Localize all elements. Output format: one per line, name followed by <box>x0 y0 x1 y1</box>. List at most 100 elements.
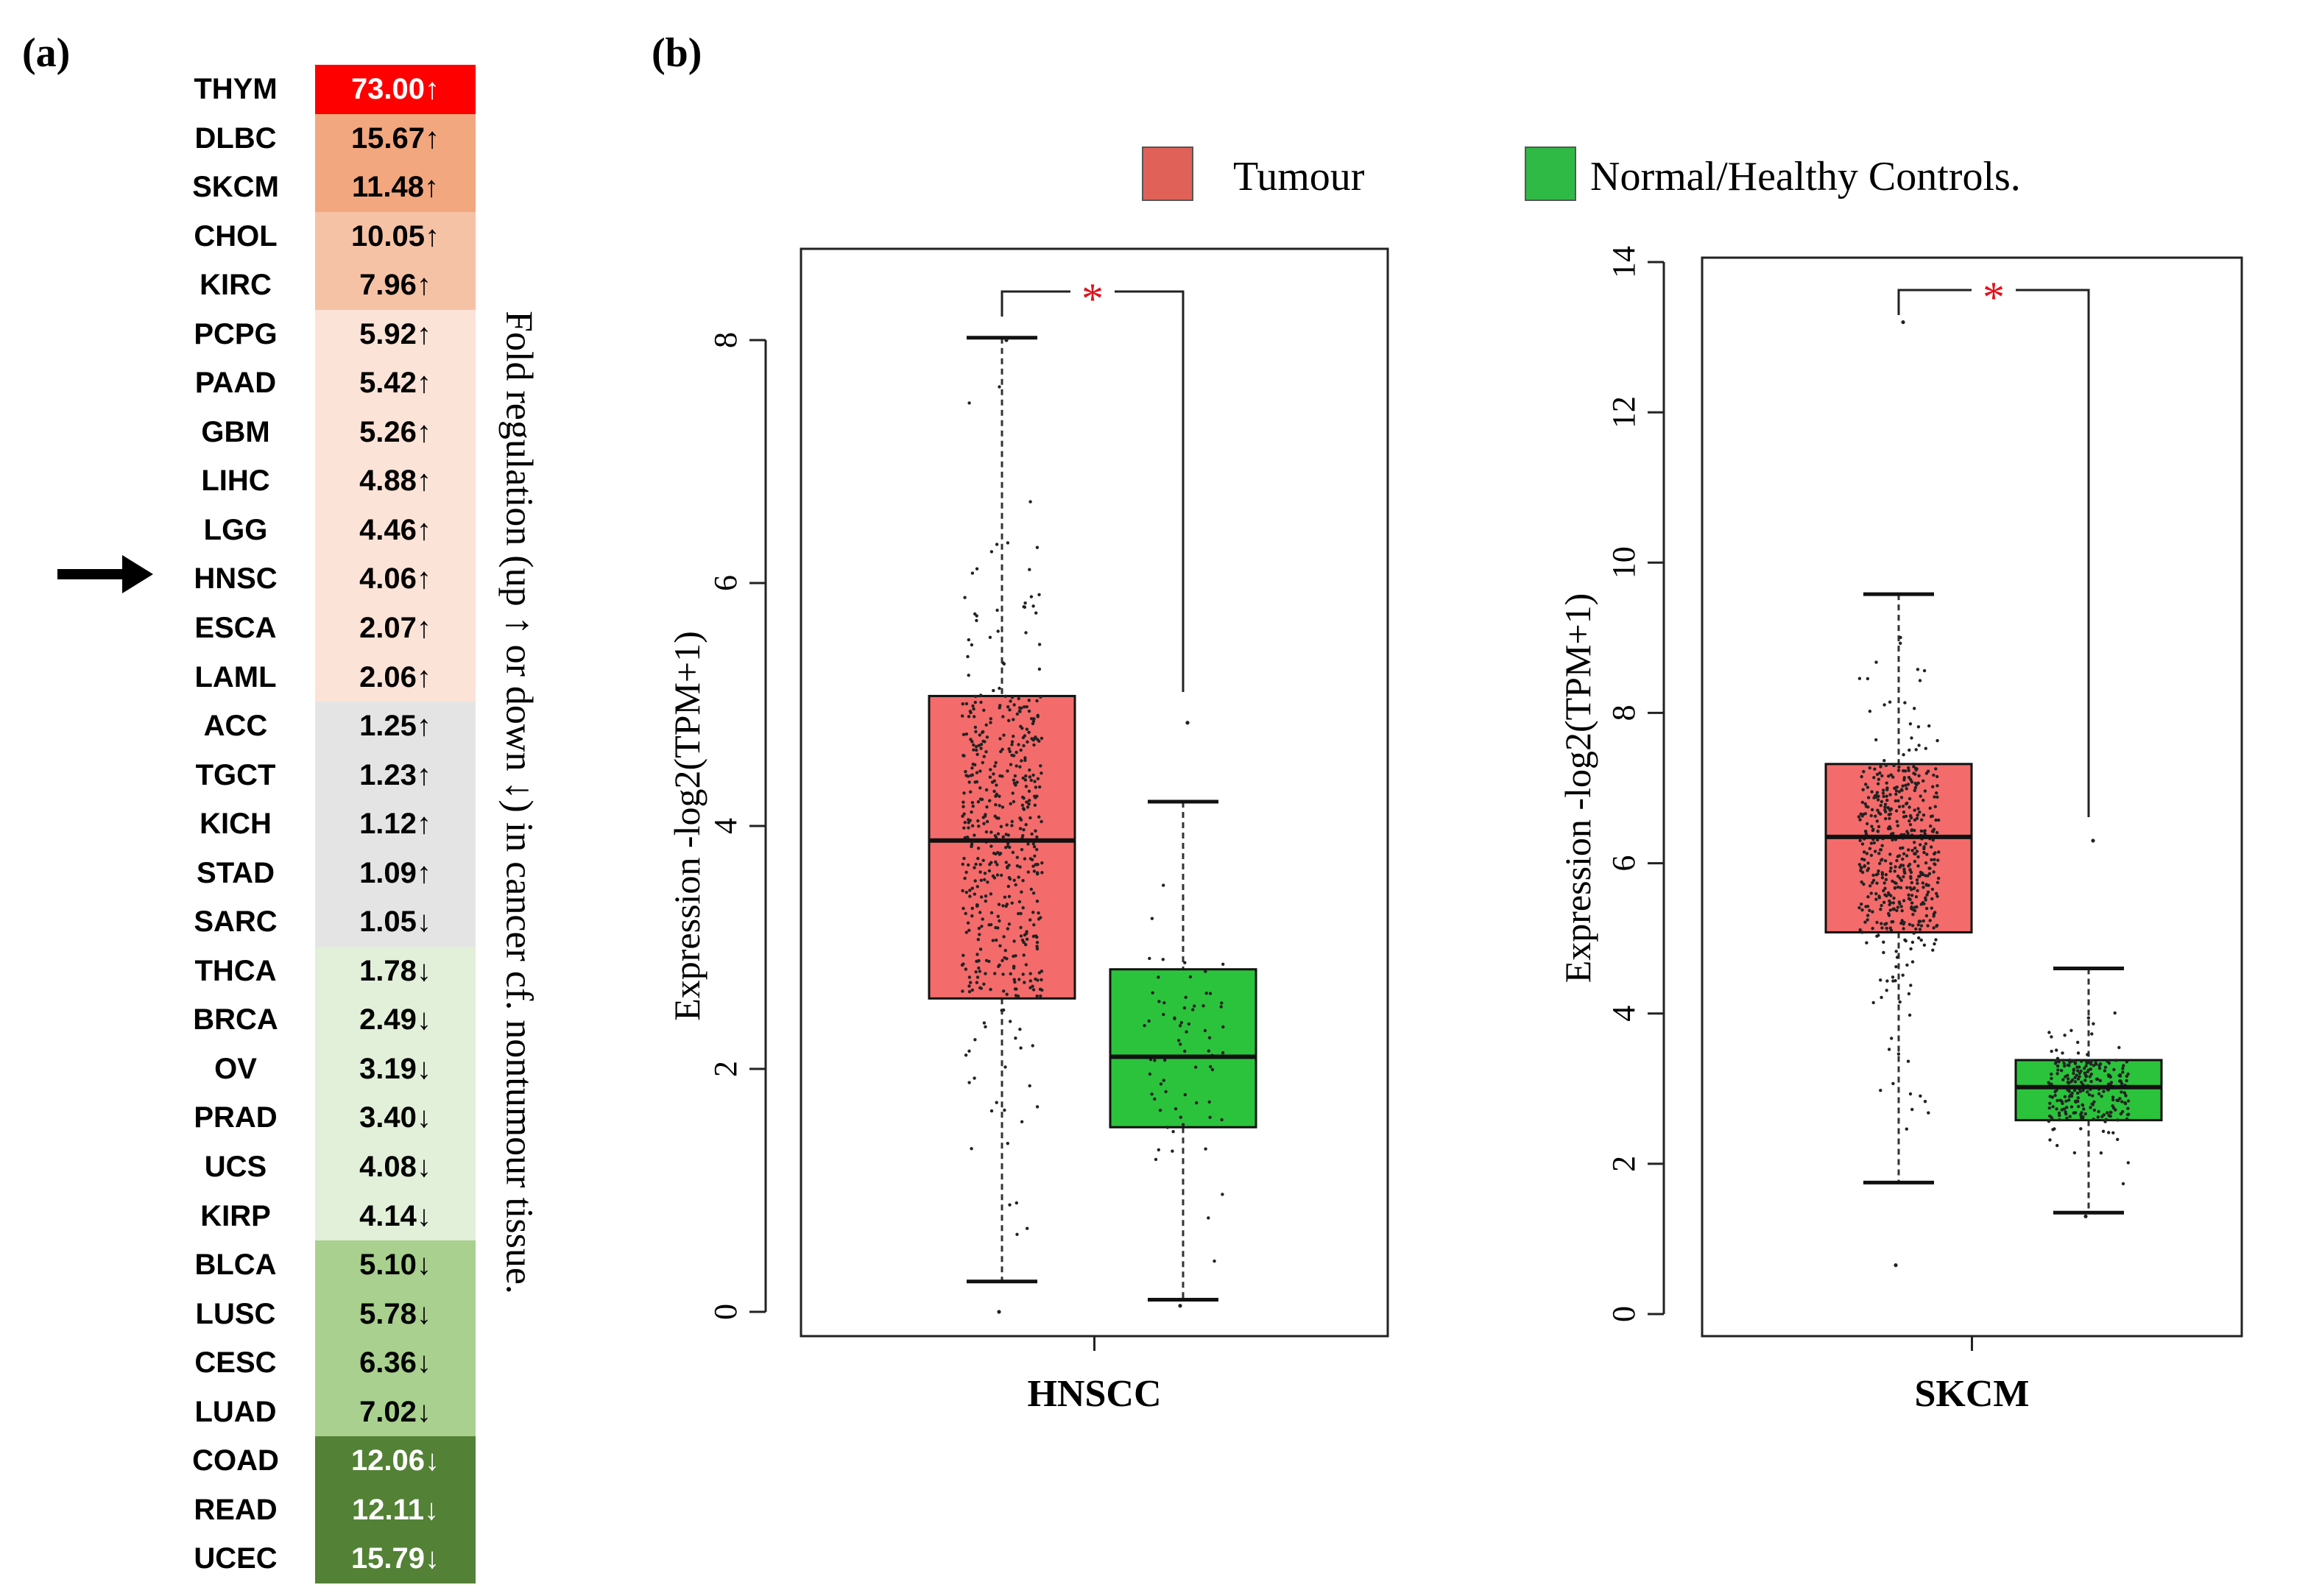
data-point <box>1036 872 1040 876</box>
data-point <box>1026 740 1029 744</box>
data-point <box>964 732 968 736</box>
heatmap-row-prad: PRAD 3.40↓ <box>147 1093 486 1143</box>
data-point <box>2065 1116 2069 1120</box>
data-point <box>1904 814 1908 818</box>
heatmap-row-thca: THCA 1.78↓ <box>147 946 486 996</box>
data-point <box>1885 788 1889 791</box>
down-arrow-icon: ↓ <box>416 1395 431 1428</box>
data-point <box>1035 900 1040 903</box>
data-point <box>1881 791 1885 795</box>
data-point <box>1885 894 1888 898</box>
data-point <box>981 816 985 819</box>
data-point <box>2117 1045 2121 1050</box>
data-point <box>2058 1114 2061 1117</box>
data-point <box>1040 871 1044 875</box>
data-point <box>1008 1203 1012 1207</box>
data-point <box>1916 725 1921 729</box>
data-point <box>1885 979 1889 983</box>
data-point <box>2080 1059 2083 1063</box>
data-point <box>1204 992 1208 995</box>
data-point <box>978 970 982 973</box>
data-point <box>1926 890 1930 894</box>
data-point <box>1862 770 1866 774</box>
fold-change-cell: 15.67↑ <box>315 113 476 163</box>
data-point <box>1866 914 1870 917</box>
y-tick-label: 4 <box>1606 1006 1642 1022</box>
data-point <box>1029 778 1033 783</box>
data-point <box>1010 819 1014 824</box>
data-point <box>1002 935 1006 939</box>
data-point <box>1898 876 1902 880</box>
data-point <box>998 944 1002 947</box>
data-point <box>2089 1067 2092 1071</box>
data-point <box>1862 850 1866 854</box>
data-point <box>1032 717 1036 721</box>
data-point <box>984 750 988 754</box>
data-point <box>967 826 970 830</box>
heatmap-row-lgg: LGG 4.46↑ <box>147 505 486 555</box>
data-point <box>1866 677 1870 681</box>
data-point <box>1863 920 1867 924</box>
data-point <box>1935 923 1939 928</box>
data-point <box>2063 1034 2067 1037</box>
data-point <box>1912 931 1916 935</box>
data-point <box>1014 1037 1017 1040</box>
data-point <box>1208 992 1213 995</box>
data-point <box>2047 1120 2051 1123</box>
data-point <box>978 733 981 737</box>
data-point <box>1894 865 1897 869</box>
data-point <box>1024 774 1028 778</box>
data-point <box>1857 815 1861 819</box>
data-point <box>1907 848 1910 852</box>
data-point <box>998 737 1002 741</box>
fold-change-cell: 15.79↓ <box>315 1534 476 1583</box>
data-point <box>1891 979 1895 983</box>
data-point <box>2079 1113 2083 1117</box>
data-point <box>1883 805 1887 809</box>
fold-change-value: 2.06 <box>359 660 417 693</box>
data-point <box>1909 876 1913 880</box>
data-point <box>1035 941 1040 944</box>
data-point <box>1932 773 1935 777</box>
cancer-type-label: LIHC <box>201 465 270 498</box>
data-point <box>2097 1092 2101 1096</box>
cancer-type-label: SKCM <box>192 171 279 204</box>
data-point <box>2078 1065 2081 1069</box>
data-point <box>1012 718 1015 721</box>
data-point <box>1924 746 1927 750</box>
data-point <box>975 975 980 979</box>
data-point <box>970 571 975 575</box>
fold-change-value: 5.26 <box>359 415 417 448</box>
data-point <box>2084 1059 2089 1064</box>
data-point <box>981 730 984 735</box>
data-point <box>1879 848 1882 852</box>
data-point <box>1887 914 1891 917</box>
data-point <box>1018 765 1022 769</box>
data-point <box>1907 775 1911 780</box>
data-point <box>1899 641 1902 645</box>
data-point <box>1913 860 1917 864</box>
data-point <box>1933 805 1937 808</box>
data-point <box>1221 1051 1225 1055</box>
data-point <box>1001 958 1004 962</box>
data-point <box>1027 730 1031 734</box>
data-point <box>1015 780 1019 784</box>
data-point <box>1877 811 1881 815</box>
data-point <box>995 873 1000 877</box>
data-point <box>973 780 977 784</box>
data-point <box>1882 950 1885 955</box>
data-point <box>1004 338 1009 342</box>
data-point <box>2116 1137 2120 1142</box>
data-point <box>1888 899 1891 903</box>
data-point <box>1019 748 1023 752</box>
heatmap-row-laml: LAML 2.06↑ <box>147 652 486 702</box>
fold-change-value: 1.12 <box>359 808 417 841</box>
data-point <box>2064 1110 2067 1114</box>
fold-change-cell: 5.10↓ <box>315 1240 476 1290</box>
data-point <box>1935 830 1939 835</box>
data-point <box>1894 1263 1898 1268</box>
significance-bracket <box>1897 289 2090 817</box>
data-point <box>2097 1066 2102 1070</box>
data-point <box>1903 701 1907 705</box>
data-point <box>1902 852 1906 855</box>
